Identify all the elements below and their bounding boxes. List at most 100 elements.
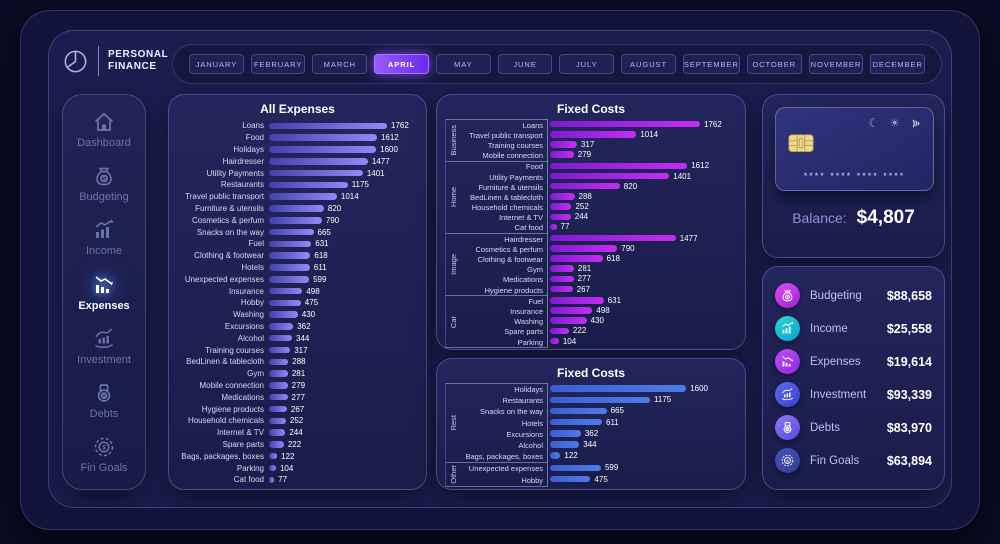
- bar-value: 267: [576, 284, 591, 294]
- sidebar-item-budgeting[interactable]: $ Budgeting: [79, 164, 129, 203]
- bar-track: 599: [269, 275, 418, 284]
- bar: [550, 131, 637, 138]
- bar-track: 1612: [550, 161, 737, 170]
- bar-label: Fuel: [528, 296, 543, 306]
- svg-text:$: $: [786, 458, 789, 463]
- sidebar-item-dashboard[interactable]: Dashboard: [77, 110, 131, 149]
- bar-value: 1612: [691, 161, 710, 171]
- bar: [269, 464, 276, 472]
- brand-divider: [98, 46, 99, 76]
- month-tab-august[interactable]: AUGUST: [621, 54, 676, 74]
- bar-value: 317: [580, 139, 595, 149]
- sidebar-item-fin-goals[interactable]: $ Fin Goals: [80, 435, 128, 474]
- month-tab-september[interactable]: SEPTEMBER: [682, 54, 740, 74]
- svg-text:$: $: [102, 177, 106, 183]
- bar-label: Snacks on the way: [480, 407, 543, 417]
- bar-track: 362: [269, 322, 418, 331]
- sidebar-item-investment[interactable]: Investment: [77, 327, 131, 366]
- bar-label: Gym: [247, 369, 264, 379]
- summary-row-income[interactable]: Income $25,558: [775, 316, 932, 341]
- summary-row-investment[interactable]: Investment $93,339: [775, 382, 932, 407]
- bar-row: 317: [548, 139, 737, 149]
- month-tab-november[interactable]: NOVEMBER: [808, 54, 864, 74]
- summary-row-debts[interactable]: $ Debts $83,970: [775, 415, 932, 440]
- bar: [269, 417, 286, 425]
- bar-value: 252: [575, 202, 589, 212]
- bar: [550, 255, 603, 262]
- bar-value: 279: [577, 150, 592, 160]
- bar-value: 288: [578, 191, 592, 201]
- bar-track: 665: [550, 406, 737, 415]
- panel-title: All Expenses: [260, 102, 335, 116]
- bar-track: 475: [550, 475, 737, 484]
- bar: [269, 311, 298, 318]
- bar-label: Household chemicals: [187, 416, 264, 426]
- bar-row: Furniture & utensils 820: [177, 203, 418, 215]
- all-expenses-panel: All Expenses Loans 1762 Food 1612 Holidays 16…: [168, 94, 427, 490]
- bar-track: 104: [269, 464, 418, 473]
- bar: [269, 264, 310, 271]
- sidebar-item-debts[interactable]: $ Debts: [89, 381, 119, 420]
- bar: [269, 217, 322, 224]
- bar-label: Snacks on the way: [196, 227, 264, 237]
- bar: [550, 475, 591, 483]
- month-tab-january[interactable]: JANUARY: [189, 54, 244, 74]
- month-tab-april[interactable]: APRIL: [374, 54, 429, 74]
- brand-line2: FINANCE: [108, 61, 157, 72]
- bar-row: Parking 104: [177, 462, 418, 474]
- bar-track: 281: [269, 369, 418, 378]
- bar-track: 1175: [550, 395, 737, 404]
- bar-label: Loans: [522, 120, 543, 130]
- bar: [550, 141, 577, 148]
- sidebar-item-expenses[interactable]: Expenses: [78, 273, 130, 312]
- sidebar-item-income[interactable]: Income: [86, 218, 122, 257]
- bar-row: Mobile connection 279: [177, 380, 418, 392]
- summary-value: $63,894: [886, 453, 932, 468]
- bar-value: 790: [325, 215, 340, 225]
- bar-label: Internet & TV: [217, 428, 264, 438]
- bar-row: 1401: [548, 171, 737, 181]
- summary-row-budgeting[interactable]: $ Budgeting $88,658: [775, 283, 932, 308]
- bar: [550, 327, 569, 335]
- bar-label: Furniture & utensils: [478, 182, 543, 192]
- summary-row-fin-goals[interactable]: $ Fin Goals $63,894: [775, 448, 932, 473]
- bar-label: Travel public transport: [469, 130, 543, 140]
- sidebar-item-label: Debts: [89, 407, 119, 420]
- month-tab-july[interactable]: JULY: [559, 54, 615, 74]
- bar-label: Hairdresser: [222, 156, 264, 166]
- group-label: Home: [448, 187, 458, 208]
- sun-icon: ☀: [889, 116, 900, 130]
- month-tab-december[interactable]: DECEMBER: [870, 54, 926, 74]
- fixed-costs-top-panel: Fixed Costs Business Loans Travel public t…: [436, 94, 746, 350]
- bar-track: 122: [269, 452, 418, 461]
- bar-label: Internet & TV: [498, 213, 543, 223]
- summary-label: Budgeting: [810, 289, 862, 302]
- money-bag-icon: $: [775, 283, 800, 308]
- bar-row: 104: [548, 336, 737, 346]
- month-tab-june[interactable]: JUNE: [497, 54, 553, 74]
- summary-row-expenses[interactable]: Expenses $19,614: [775, 349, 932, 374]
- svg-text:$: $: [787, 427, 789, 431]
- bar-value: 631: [607, 295, 622, 305]
- brand-logo: PERSONAL FINANCE: [62, 46, 168, 76]
- bar-track: 820: [550, 182, 737, 191]
- bar-label: Cat food: [514, 223, 543, 233]
- sidebar-item-label: Budgeting: [79, 191, 129, 204]
- bar-value: 77: [278, 475, 288, 485]
- bar-track: 317: [550, 140, 737, 149]
- chart-group-other: Other Unexpected expenses Hobby 599 475: [445, 462, 737, 487]
- bar-value: 665: [610, 406, 624, 416]
- bar: [550, 172, 670, 180]
- expenses-icon: [92, 273, 116, 297]
- month-tab-october[interactable]: OCTOBER: [746, 54, 802, 74]
- balance-panel: ☾ ☀ **** **** **** **** Balance: $4,807: [762, 94, 945, 258]
- month-tab-may[interactable]: MAY: [435, 54, 491, 74]
- month-tab-march[interactable]: MARCH: [312, 54, 368, 74]
- bar-row: Clothing & footwear 618: [177, 250, 418, 262]
- bar-track: 277: [269, 393, 418, 402]
- bar-row: Excursions 362: [177, 321, 418, 333]
- bar-track: 267: [269, 405, 418, 414]
- month-tab-february[interactable]: FEBRUARY: [250, 54, 306, 74]
- bar-row: 277: [548, 274, 737, 284]
- bar-track: 1477: [269, 157, 418, 166]
